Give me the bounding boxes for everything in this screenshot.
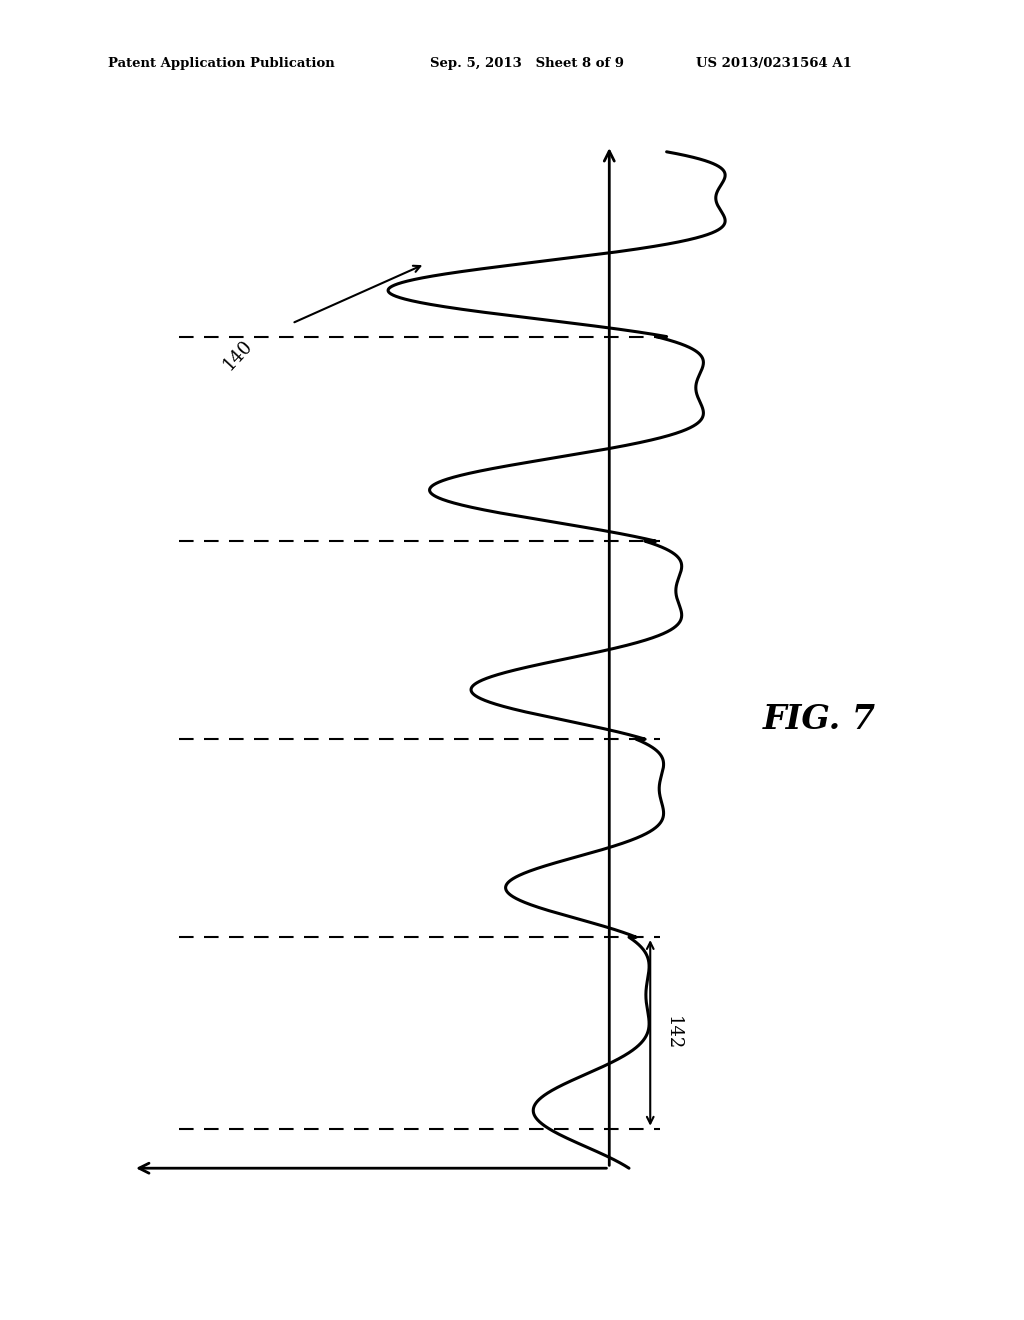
Text: Patent Application Publication: Patent Application Publication — [108, 57, 334, 70]
Text: 142: 142 — [664, 1016, 682, 1049]
Text: 140: 140 — [219, 337, 256, 374]
Text: US 2013/0231564 A1: US 2013/0231564 A1 — [696, 57, 852, 70]
Text: Sep. 5, 2013   Sheet 8 of 9: Sep. 5, 2013 Sheet 8 of 9 — [430, 57, 624, 70]
Text: FIG. 7: FIG. 7 — [763, 702, 876, 737]
